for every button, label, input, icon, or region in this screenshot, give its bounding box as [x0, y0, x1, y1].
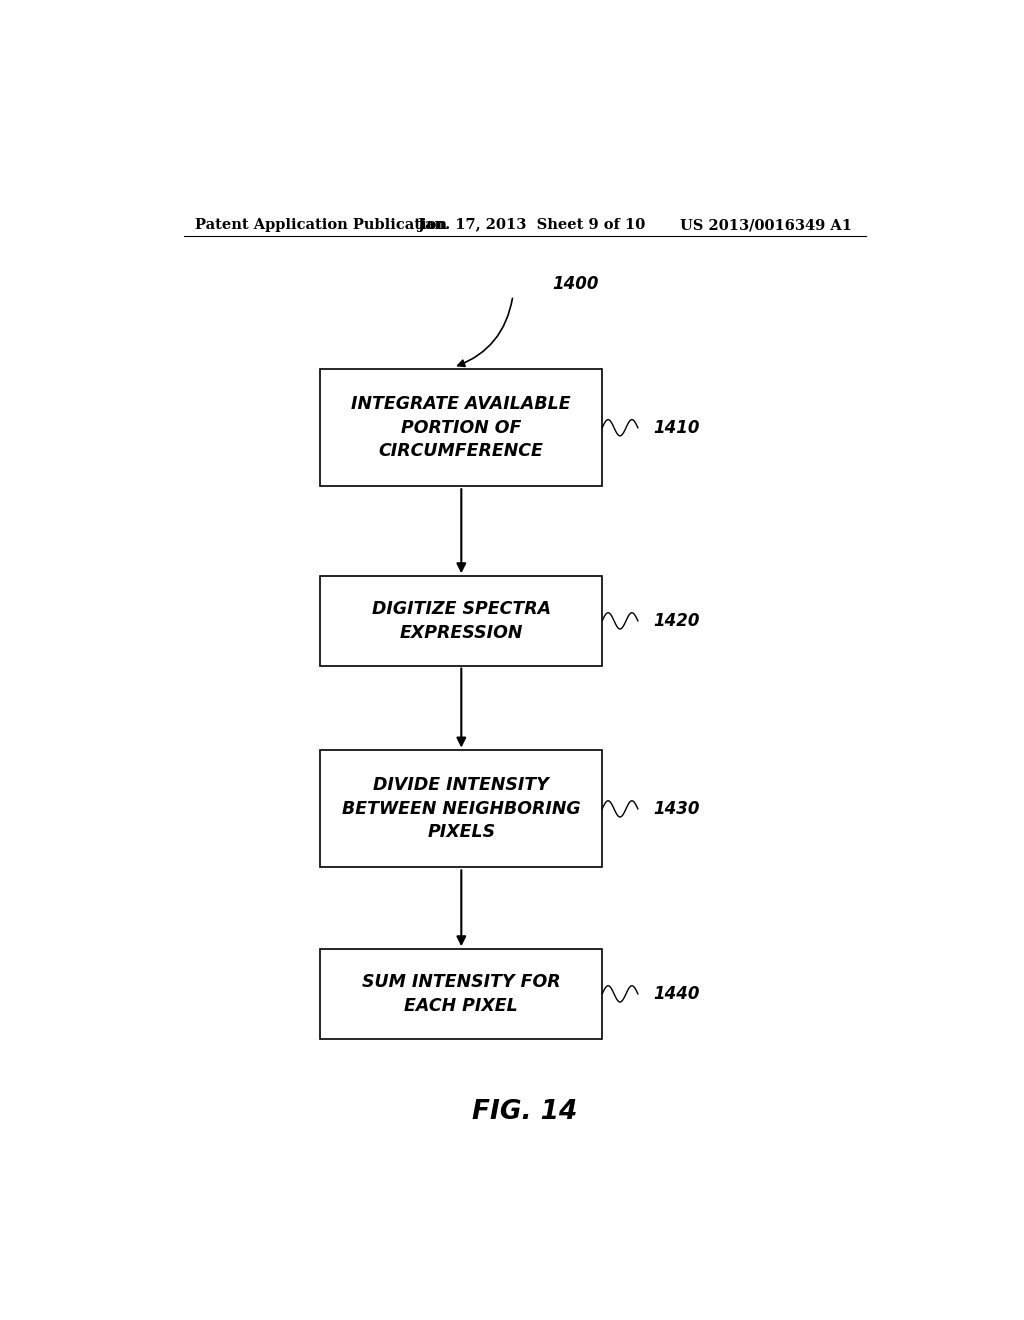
- Text: Patent Application Publication: Patent Application Publication: [196, 219, 447, 232]
- Bar: [321, 751, 602, 867]
- Bar: [321, 370, 602, 486]
- Bar: [321, 576, 602, 665]
- Text: 1440: 1440: [653, 985, 700, 1003]
- Bar: [321, 949, 602, 1039]
- Text: 1430: 1430: [653, 800, 700, 818]
- Text: US 2013/0016349 A1: US 2013/0016349 A1: [680, 219, 852, 232]
- Text: DIGITIZE SPECTRA
EXPRESSION: DIGITIZE SPECTRA EXPRESSION: [372, 601, 551, 642]
- Text: Jan. 17, 2013  Sheet 9 of 10: Jan. 17, 2013 Sheet 9 of 10: [418, 219, 645, 232]
- Text: 1400: 1400: [553, 276, 599, 293]
- Text: SUM INTENSITY FOR
EACH PIXEL: SUM INTENSITY FOR EACH PIXEL: [362, 973, 560, 1015]
- Text: DIVIDE INTENSITY
BETWEEN NEIGHBORING
PIXELS: DIVIDE INTENSITY BETWEEN NEIGHBORING PIX…: [342, 776, 581, 841]
- Text: INTEGRATE AVAILABLE
PORTION OF
CIRCUMFERENCE: INTEGRATE AVAILABLE PORTION OF CIRCUMFER…: [351, 395, 571, 461]
- Text: FIG. 14: FIG. 14: [472, 1098, 578, 1125]
- Text: 1420: 1420: [653, 612, 700, 630]
- Text: 1410: 1410: [653, 418, 700, 437]
